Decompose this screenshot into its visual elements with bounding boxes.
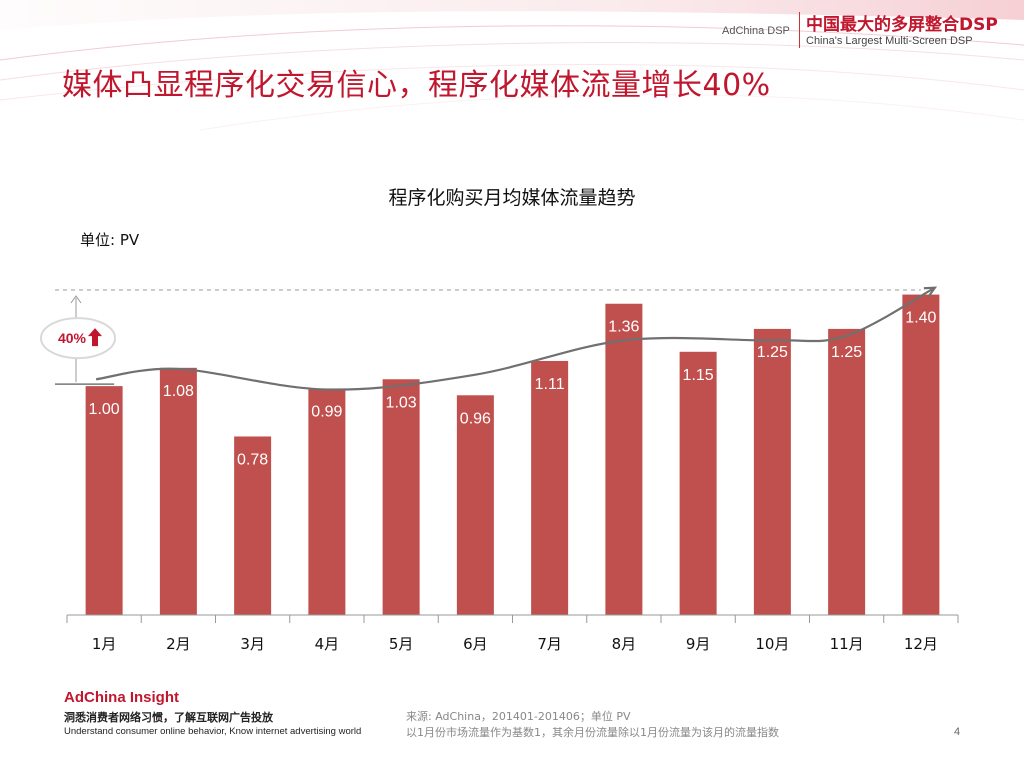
page-number: 4: [954, 726, 961, 738]
trend-line: [95, 286, 936, 391]
bar-2: [159, 367, 197, 615]
bar-12: [902, 294, 940, 615]
value-label-1: 1.00: [89, 401, 120, 418]
header-brand-adchina-dsp: AdChina DSP: [722, 25, 790, 37]
x-tick-label-8: 8月: [612, 635, 637, 653]
bar-10: [753, 328, 791, 615]
value-label-8: 1.36: [608, 319, 639, 336]
growth-up-arrow-icon: [88, 328, 102, 347]
growth-arrow-head: [70, 295, 82, 304]
bar-11: [828, 328, 866, 615]
bar-8: [605, 303, 643, 615]
value-label-7: 1.11: [535, 376, 565, 393]
header-brand-tagline-en: China's Largest Multi-Screen DSP: [806, 35, 973, 47]
value-label-2: 1.08: [163, 383, 194, 400]
value-label-10: 1.25: [757, 344, 788, 361]
x-tick-label-10: 10月: [755, 635, 789, 653]
x-tick-label-11: 11月: [830, 635, 864, 653]
trend-line-group: [95, 286, 938, 391]
source-methodology-note: 以1月份市场流量作为基数1，其余月份流量除以1月份流量为该月的流量指数: [406, 726, 779, 739]
x-tick-label-2: 2月: [166, 635, 191, 653]
bars-group: [85, 294, 940, 615]
bar-4: [308, 388, 346, 615]
chart-title: 程序化购买月均媒体流量趋势: [388, 187, 636, 209]
value-label-4: 0.99: [311, 403, 342, 420]
header-wave-decoration: [0, 0, 1024, 131]
value-label-12: 1.40: [905, 310, 936, 327]
value-labels-group: 1.00 1.08 0.78 0.99 1.03 0.96 1.11 1.36 1.15 1.25…: [89, 310, 937, 469]
value-label-9: 1.15: [683, 367, 714, 384]
value-label-5: 1.03: [386, 394, 417, 411]
bar-1: [85, 386, 123, 615]
value-label-11: 1.25: [831, 344, 862, 361]
header-divider: [799, 12, 800, 48]
bar-7: [531, 360, 569, 615]
x-tick-label-3: 3月: [240, 635, 265, 653]
growth-badge: [40, 317, 116, 360]
source-note: 来源: AdChina，201401-201406；单位 PV: [406, 710, 631, 723]
x-tick-label-4: 4月: [315, 635, 340, 653]
footer-brand: AdChina Insight: [64, 689, 179, 706]
x-tick-label-7: 7月: [537, 635, 562, 653]
growth-annotation: 40%: [40, 289, 921, 385]
bar-9: [679, 351, 717, 615]
value-label-6: 0.96: [460, 410, 491, 427]
bar-3: [234, 436, 272, 615]
x-tick-label-5: 5月: [389, 635, 414, 653]
value-label-3: 0.78: [237, 451, 268, 468]
x-tick-label-6: 6月: [463, 635, 488, 653]
unit-label: 单位: PV: [80, 231, 140, 249]
trend-arrow-head: [923, 286, 938, 298]
x-tick-label-12: 12月: [904, 635, 938, 653]
footer-tagline-cn: 洞悉消费者网络习惯，了解互联网广告投放: [64, 711, 273, 724]
footer-tagline-en: Understand consumer online behavior, Kno…: [64, 726, 362, 737]
bar-6: [456, 395, 494, 615]
growth-badge-label: 40%: [58, 330, 87, 346]
slide-title: 媒体凸显程序化交易信心，程序化媒体流量增长40%: [62, 68, 771, 103]
bar-5: [382, 379, 420, 615]
x-tick-label-1: 1月: [92, 635, 117, 653]
header-brand-tagline-cn: 中国最大的多屏整合DSP: [806, 15, 998, 35]
x-tick-label-9: 9月: [686, 635, 711, 653]
x-axis-group: 1月 2月 3月 4月 5月 6月 7月 8月 9月 10月 11月 12月: [66, 614, 959, 653]
